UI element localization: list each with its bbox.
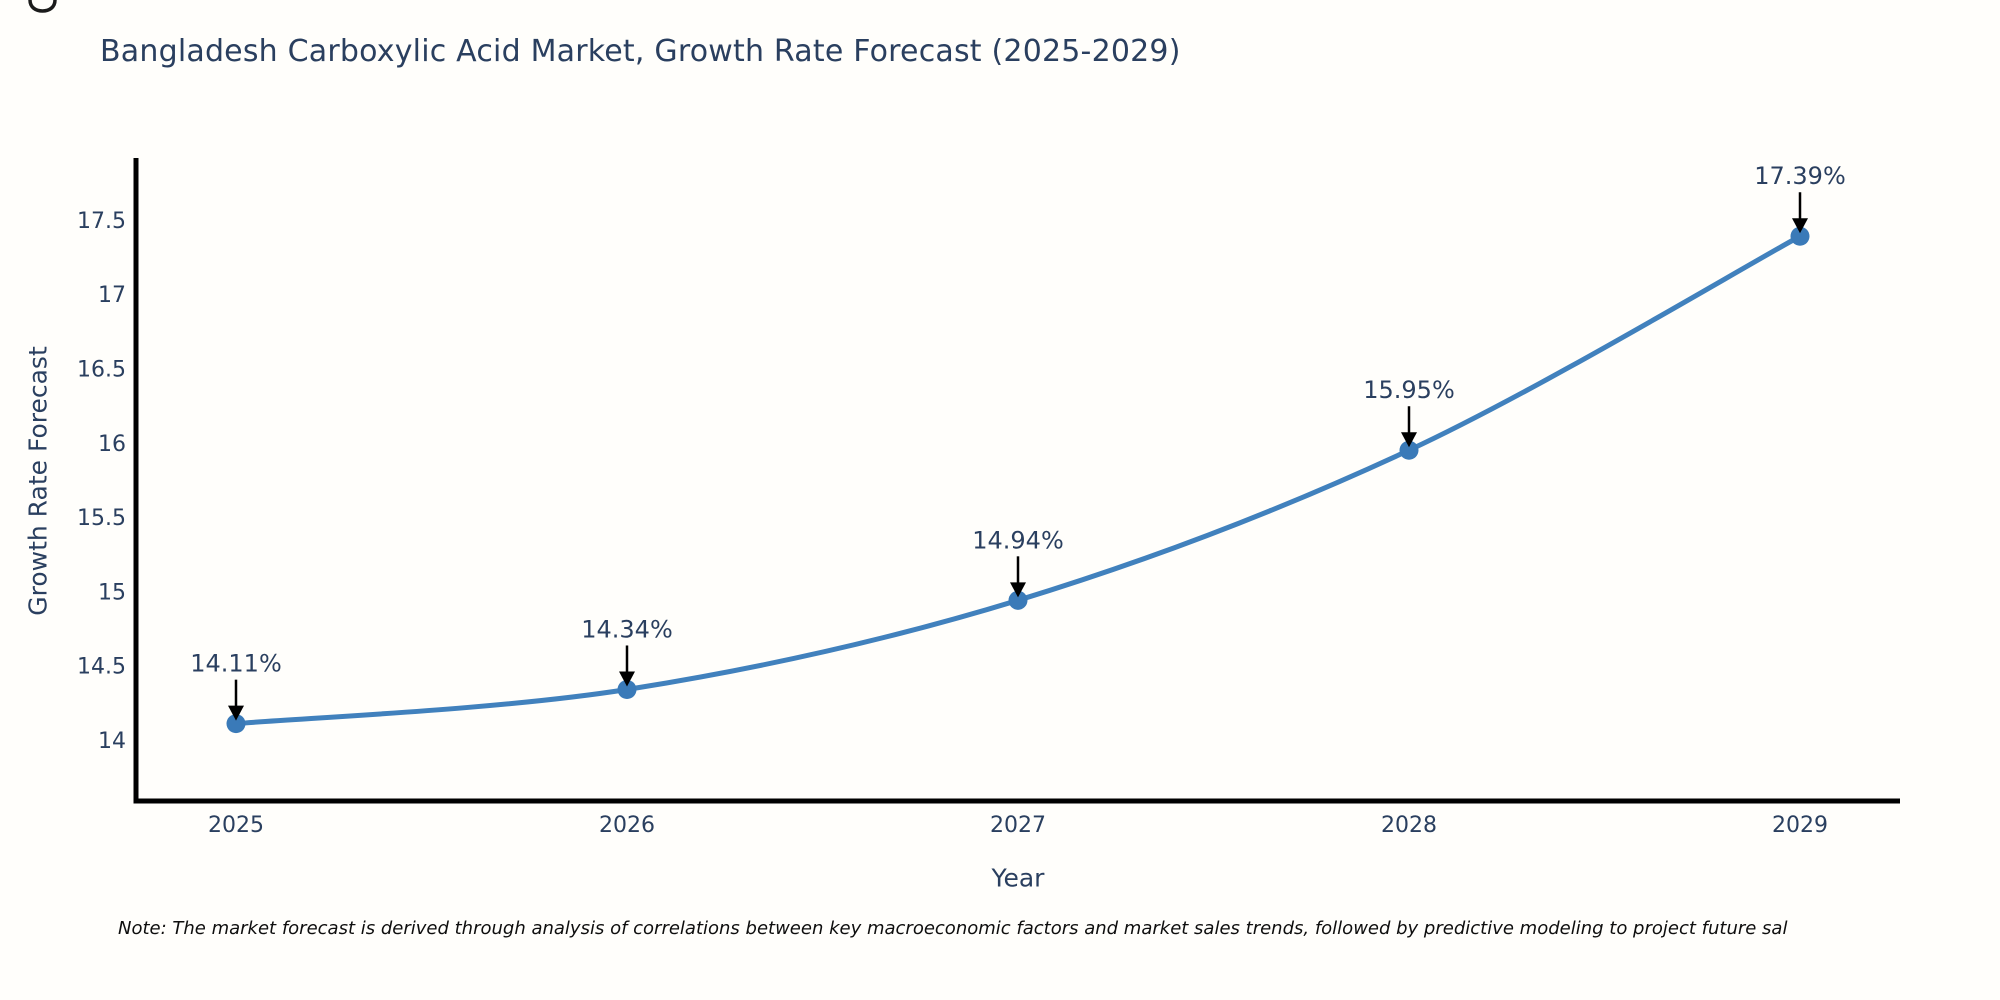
data-point-marker (1399, 440, 1419, 460)
y-tick-label: 15 (98, 580, 126, 605)
annotation-arrow-head (619, 671, 635, 687)
y-tick-label: 16.5 (77, 358, 126, 383)
data-point-marker (226, 714, 246, 734)
clipped-glyph-artifact (28, 0, 57, 13)
x-tick-label: 2029 (1772, 813, 1828, 838)
data-point-marker (617, 679, 637, 699)
x-tick-label: 2027 (990, 813, 1046, 838)
annotation-arrow-head (1792, 218, 1808, 234)
y-tick-label: 17 (98, 283, 126, 308)
data-point-label: 14.94% (972, 526, 1064, 554)
data-point-label: 14.11% (190, 650, 282, 678)
chart-title: Bangladesh Carboxylic Acid Market, Growt… (100, 34, 1181, 69)
annotation-arrow-head (1010, 582, 1026, 598)
x-tick-label: 2025 (208, 813, 264, 838)
annotation-arrow-head (1401, 432, 1417, 448)
data-point-label: 15.95% (1363, 376, 1455, 404)
data-point-marker (1008, 590, 1028, 610)
y-tick-label: 16 (98, 432, 126, 457)
x-tick-label: 2028 (1381, 813, 1437, 838)
data-point-label: 14.34% (581, 615, 673, 643)
x-axis-title: Year (991, 863, 1045, 893)
data-point-label: 17.39% (1754, 162, 1846, 190)
forecast-line (233, 233, 1803, 727)
y-axis-title: Growth Rate Forecast (23, 346, 53, 616)
x-tick-label: 2026 (599, 813, 655, 838)
y-tick-label: 14 (98, 729, 126, 754)
y-tick-label: 15.5 (77, 506, 126, 531)
y-tick-label: 14.5 (77, 655, 126, 680)
annotation-arrow-head (228, 705, 244, 721)
data-point-marker (1790, 226, 1810, 246)
y-tick-label: 17.5 (77, 209, 126, 234)
footnote: Note: The market forecast is derived thr… (118, 918, 1788, 939)
